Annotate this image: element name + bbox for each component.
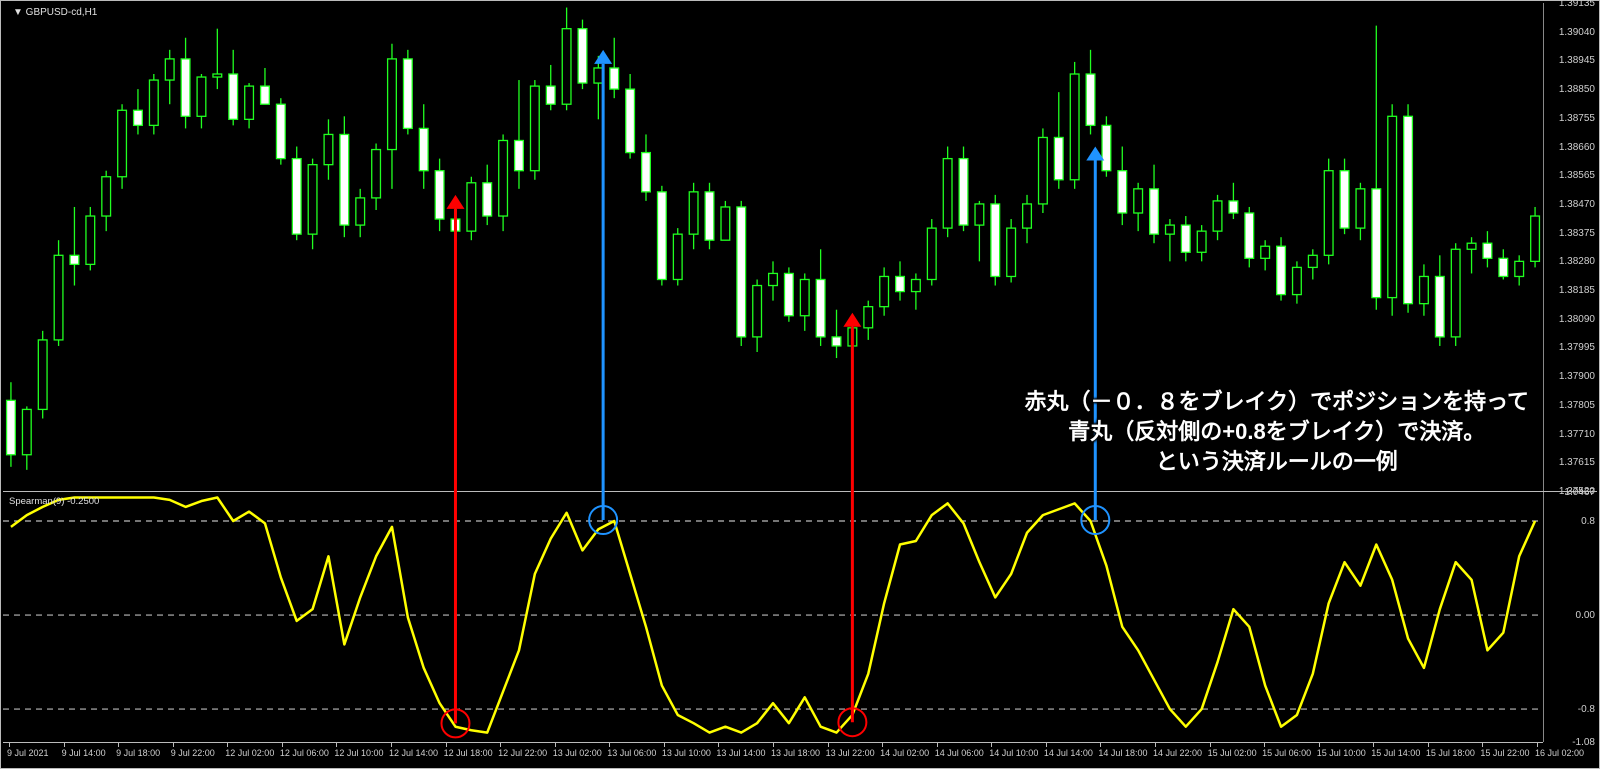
indicator-tick-label: 1.0467 [1564, 487, 1595, 498]
price-tick-label: 1.37805 [1559, 400, 1595, 411]
time-tick-label: 13 Jul 18:00 [771, 748, 820, 758]
time-tick-label: 14 Jul 02:00 [880, 748, 929, 758]
indicator-tick-label: -1.08 [1572, 737, 1595, 748]
indicator-axis: 1.04670.80.00-0.8-1.08 [1543, 491, 1597, 742]
price-tick-label: 1.38565 [1559, 170, 1595, 181]
time-tick-label: 15 Jul 06:00 [1262, 748, 1311, 758]
price-axis: 1.39135 1.39040 1.38945 1.38850 1.38755 1.386… [1543, 3, 1597, 491]
time-tick-label: 14 Jul 06:00 [935, 748, 984, 758]
price-tick-label: 1.37900 [1559, 371, 1595, 382]
time-tick-label: 12 Jul 02:00 [225, 748, 274, 758]
chart-title: ▼ GBPUSD-cd,H1 [13, 7, 97, 18]
time-axis: 9 Jul 2021 9 Jul 14:00 9 Jul 18:00 9 Jul 22… [3, 742, 1543, 766]
time-tick-label: 12 Jul 18:00 [444, 748, 493, 758]
time-tick-label: 15 Jul 14:00 [1371, 748, 1420, 758]
time-tick-label: 14 Jul 18:00 [1098, 748, 1147, 758]
time-tick-label: 15 Jul 02:00 [1208, 748, 1257, 758]
annotation-line-1: 赤丸（－０．８をブレイク）でポジションを持って [1025, 387, 1529, 417]
time-tick-label: 14 Jul 22:00 [1153, 748, 1202, 758]
time-tick-label: 15 Jul 10:00 [1317, 748, 1366, 758]
time-tick-label: 15 Jul 18:00 [1426, 748, 1475, 758]
time-tick-label: 13 Jul 06:00 [607, 748, 656, 758]
time-tick-label: 9 Jul 22:00 [171, 748, 215, 758]
time-tick-label: 14 Jul 14:00 [1044, 748, 1093, 758]
chart-title-text: ▼ GBPUSD-cd,H1 [13, 7, 97, 18]
price-tick-label: 1.39040 [1559, 27, 1595, 38]
time-tick-label: 16 Jul 02:00 [1535, 748, 1584, 758]
price-tick-label: 1.38470 [1559, 199, 1595, 210]
price-tick-label: 1.38375 [1559, 228, 1595, 239]
indicator-tick-label: 0.8 [1581, 516, 1595, 527]
spearman-canvas [3, 492, 1543, 742]
price-tick-label: 1.38185 [1559, 285, 1595, 296]
price-tick-label: 1.38280 [1559, 256, 1595, 267]
indicator-tick-label: 0.00 [1576, 610, 1595, 621]
spearman-title: Spearman(9) -0.2500 [9, 496, 99, 507]
price-tick-label: 1.38660 [1559, 142, 1595, 153]
time-tick-label: 13 Jul 02:00 [553, 748, 602, 758]
time-tick-label: 12 Jul 22:00 [498, 748, 547, 758]
price-tick-label: 1.38850 [1559, 84, 1595, 95]
time-tick-label: 12 Jul 10:00 [334, 748, 383, 758]
indicator-tick-label: -0.8 [1578, 704, 1595, 715]
time-tick-label: 13 Jul 10:00 [662, 748, 711, 758]
annotation-line-3: という決済ルールの一例 [1025, 447, 1529, 477]
price-tick-label: 1.37710 [1559, 429, 1595, 440]
price-tick-label: 1.38755 [1559, 113, 1595, 124]
price-tick-label: 1.37995 [1559, 342, 1595, 353]
time-tick-label: 13 Jul 14:00 [716, 748, 765, 758]
time-tick-label: 12 Jul 14:00 [389, 748, 438, 758]
annotation-line-2: 青丸（反対側の+0.8をブレイク）で決済。 [1025, 417, 1529, 447]
time-tick-label: 12 Jul 06:00 [280, 748, 329, 758]
time-tick-label: 9 Jul 18:00 [116, 748, 160, 758]
price-tick-label: 1.39135 [1559, 0, 1595, 9]
time-tick-label: 15 Jul 22:00 [1480, 748, 1529, 758]
time-tick-label: 9 Jul 2021 [7, 748, 49, 758]
price-tick-label: 1.37615 [1559, 457, 1595, 468]
time-tick-label: 14 Jul 10:00 [989, 748, 1038, 758]
spearman-subchart[interactable]: Spearman(9) -0.2500 [3, 491, 1544, 742]
price-tick-label: 1.38090 [1559, 314, 1595, 325]
strategy-annotation: 赤丸（－０．８をブレイク）でポジションを持って 青丸（反対側の+0.8をブレイク… [1025, 387, 1529, 477]
chart-container: ▼ GBPUSD-cd,H1 Spearman(9) -0.2500 1.391… [0, 0, 1600, 769]
time-tick-label: 9 Jul 14:00 [62, 748, 106, 758]
price-tick-label: 1.38945 [1559, 55, 1595, 66]
time-tick-label: 13 Jul 22:00 [826, 748, 875, 758]
